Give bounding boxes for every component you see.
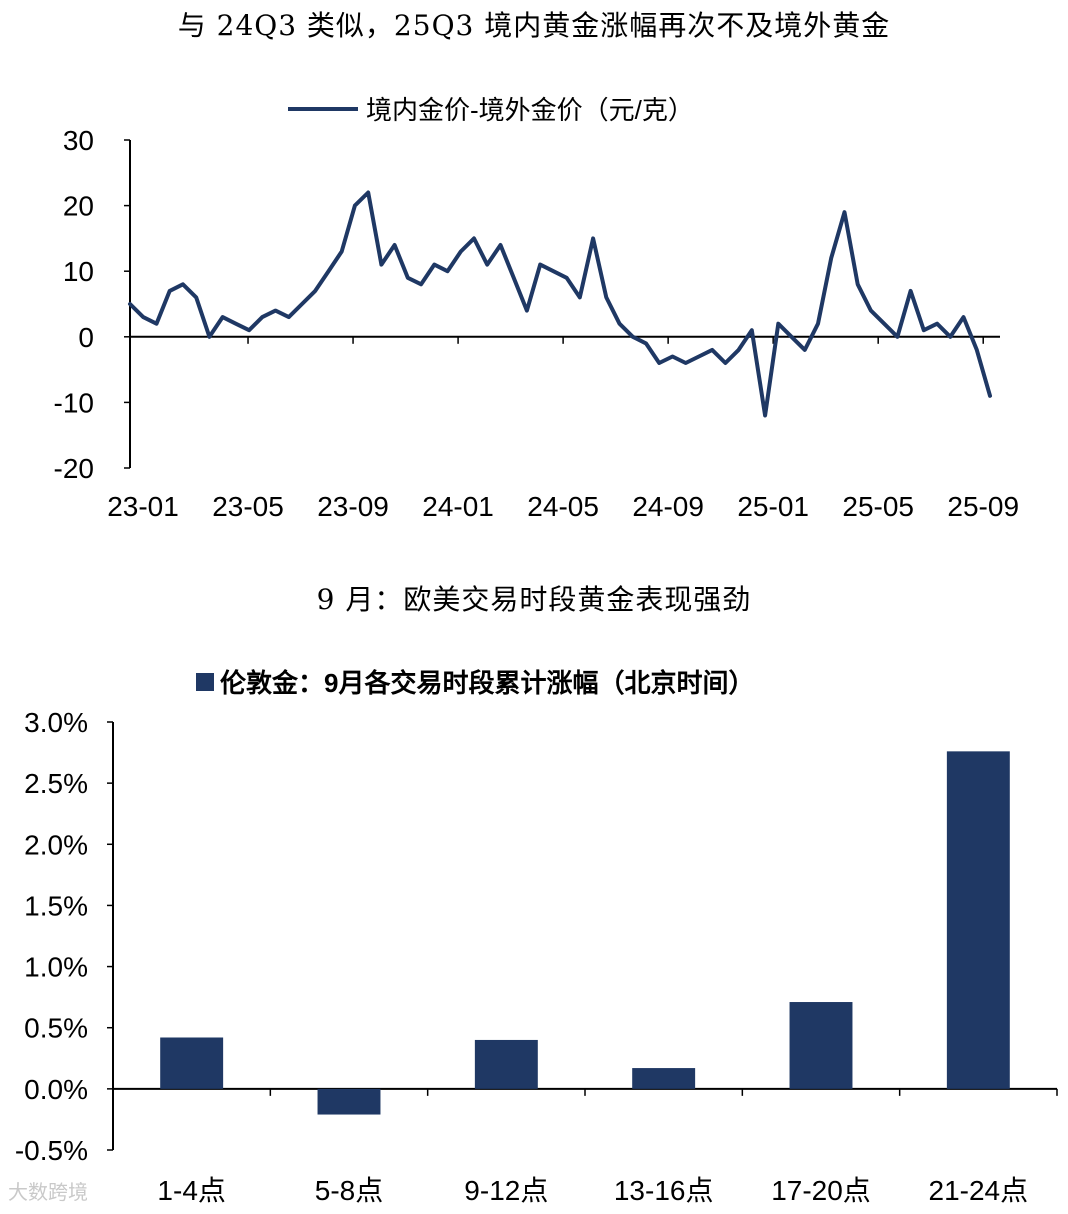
x-tick-label: 23-01 bbox=[107, 491, 179, 522]
chart2-bar-chart: 伦敦金：9月各交易时段累计涨幅（北京时间） 3.0% 2.5% 2.0% 1.5% 1.0… bbox=[15, 668, 1058, 1206]
bar bbox=[946, 751, 1010, 1089]
y-tick-label: 0 bbox=[78, 322, 94, 353]
x-tick-label: 9-12点 bbox=[464, 1175, 548, 1206]
x-tick-label: 25-01 bbox=[737, 491, 809, 522]
x-tick-label: 5-8点 bbox=[315, 1175, 383, 1206]
x-tick-label: 1-4点 bbox=[157, 1175, 225, 1206]
bar bbox=[474, 1039, 538, 1089]
y-tick-label: 30 bbox=[63, 125, 94, 156]
legend-label: 境内金价-境外金价（元/克） bbox=[366, 95, 694, 125]
y-tick-label: 2.5% bbox=[24, 768, 88, 799]
bar bbox=[317, 1088, 381, 1115]
series-line bbox=[128, 190, 992, 418]
x-tick-label: 25-05 bbox=[842, 491, 914, 522]
y-tick-label: -10 bbox=[54, 387, 94, 418]
bar bbox=[160, 1037, 224, 1089]
y-tick-label: -20 bbox=[54, 453, 94, 484]
x-tick-label: 21-24点 bbox=[929, 1175, 1029, 1206]
bar bbox=[789, 1002, 853, 1089]
x-tick-label: 13-16点 bbox=[614, 1175, 714, 1206]
x-tick-label: 24-05 bbox=[527, 491, 599, 522]
y-tick-label: 3.0% bbox=[24, 707, 88, 738]
x-tick-label: 25-09 bbox=[947, 491, 1019, 522]
bar bbox=[632, 1068, 696, 1089]
y-tick-label: 1.0% bbox=[24, 952, 88, 983]
x-tick-label: 24-09 bbox=[632, 491, 704, 522]
x-tick-label: 23-09 bbox=[317, 491, 389, 522]
y-tick-label: 1.5% bbox=[24, 890, 88, 921]
chart1-title: 与 24Q3 类似，25Q3 境内黄金涨幅再次不及境外黄金 bbox=[177, 9, 891, 42]
y-tick-label: -0.5% bbox=[15, 1135, 88, 1166]
y-tick-label: 10 bbox=[63, 256, 94, 287]
x-tick-label: 17-20点 bbox=[771, 1175, 871, 1206]
x-tick-label: 23-05 bbox=[212, 491, 284, 522]
y-tick-label: 0.0% bbox=[24, 1074, 88, 1105]
watermark: 大数跨境 bbox=[8, 1180, 88, 1204]
y-tick-label: 0.5% bbox=[24, 1013, 88, 1044]
y-tick-label: 2.0% bbox=[24, 829, 88, 860]
legend-label: 伦敦金：9月各交易时段累计涨幅（北京时间） bbox=[220, 668, 754, 698]
x-tick-label: 24-01 bbox=[422, 491, 494, 522]
chart2-title: 9 月：欧美交易时段黄金表现强劲 bbox=[316, 583, 752, 616]
y-tick-label: 20 bbox=[63, 191, 94, 222]
chart1-line-chart: 境内金价-境外金价（元/克） 30 20 10 0 -10 -20 23-01 23-05 23-… bbox=[54, 95, 1020, 522]
legend-swatch bbox=[196, 673, 214, 691]
